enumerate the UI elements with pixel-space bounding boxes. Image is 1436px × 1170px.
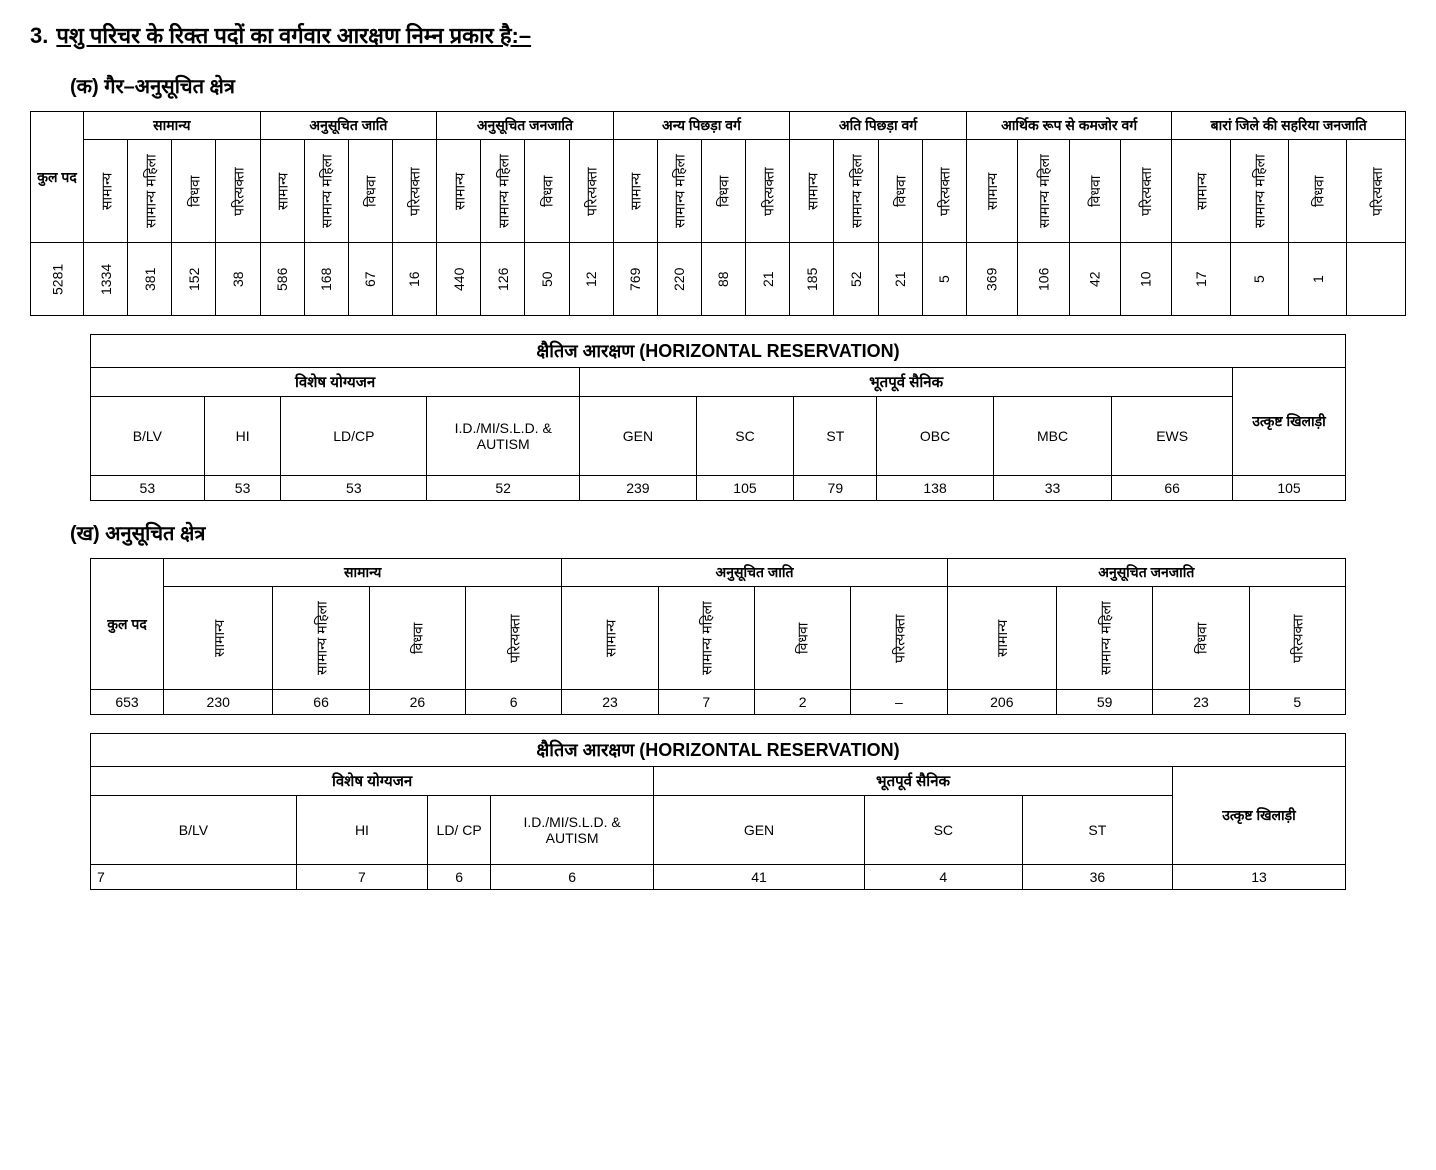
col-hi: HI — [204, 397, 281, 476]
table-horizontal-a: क्षैतिज आरक्षण (HORIZONTAL RESERVATION) … — [90, 334, 1346, 501]
horiz-pwd: विशेष योग्यजन — [91, 767, 654, 796]
cat-general: सामान्य — [84, 112, 261, 140]
col-sc: SC — [864, 796, 1022, 865]
horiz-exserv: भूतपूर्व सैनिक — [580, 368, 1233, 397]
horiz-pwd: विशेष योग्यजन — [91, 368, 580, 397]
table-row: 653 230 66 26 6 23 7 2 – 206 59 23 5 — [91, 690, 1346, 715]
col-autism: I.D./MI/S.L.D. & AUTISM — [427, 397, 580, 476]
col-gen: GEN — [654, 796, 865, 865]
col-ldcp: LD/ CP — [428, 796, 491, 865]
horiz-sports: उत्कृष्ट खिलाड़ी — [1173, 767, 1346, 865]
col-hi: HI — [296, 796, 427, 865]
table-row: 5281 1334 381 152 38 586 168 67 16 440 1… — [31, 243, 1406, 316]
horiz-sports: उत्कृष्ट खिलाड़ी — [1233, 368, 1346, 476]
horiz-title: क्षैतिज आरक्षण (HORIZONTAL RESERVATION) — [91, 335, 1346, 368]
col-total: कुल पद — [31, 112, 84, 243]
heading-number: 3. — [30, 23, 48, 49]
col-mbc: MBC — [993, 397, 1112, 476]
horiz-exserv: भूतपूर्व सैनिक — [654, 767, 1173, 796]
sub-widow: विधवा — [172, 140, 216, 243]
sub-divorcee: परित्यक्ता — [216, 140, 260, 243]
main-heading: 3. पशु परिचर के रिक्त पदों का वर्गवार आर… — [30, 20, 1406, 62]
col-sc: SC — [696, 397, 794, 476]
col-gen: GEN — [580, 397, 696, 476]
horiz-title: क्षैतिज आरक्षण (HORIZONTAL RESERVATION) — [91, 734, 1346, 767]
col-ldcp: LD/CP — [281, 397, 427, 476]
table-row: 7 7 6 6 41 4 36 13 — [91, 865, 1346, 890]
table-category-b: कुल पद सामान्य अनुसूचित जाति अनुसूचित जन… — [90, 558, 1346, 715]
col-obc: OBC — [877, 397, 993, 476]
cat-st: अनुसूचित जनजाति — [437, 112, 614, 140]
cat-ews: आर्थिक रूप से कमजोर वर्ग — [966, 112, 1172, 140]
sub-general: सामान्य — [84, 140, 128, 243]
col-total: कुल पद — [91, 559, 164, 690]
cat-obc: अन्य पिछड़ा वर्ग — [613, 112, 790, 140]
table-horizontal-b: क्षैतिज आरक्षण (HORIZONTAL RESERVATION) … — [90, 733, 1346, 890]
cell-total: 5281 — [31, 243, 84, 316]
cat-sahariya: बारां जिले की सहरिया जनजाति — [1172, 112, 1406, 140]
col-autism: I.D./MI/S.L.D. & AUTISM — [491, 796, 654, 865]
heading-text: पशु परिचर के रिक्त पदों का वर्गवार आरक्ष… — [56, 20, 531, 50]
cat-general: सामान्य — [164, 559, 562, 587]
cat-mbc: अति पिछड़ा वर्ग — [790, 112, 967, 140]
table-row: 53 53 53 52 239 105 79 138 33 66 105 — [91, 476, 1346, 501]
section-b-label: (ख) अनुसूचित क्षेत्र — [70, 519, 1406, 546]
col-blv: B/LV — [91, 397, 205, 476]
sub-female: सामान्य महिला — [128, 140, 172, 243]
section-a-label: (क) गैर–अनुसूचित क्षेत्र — [70, 72, 1406, 99]
col-st: ST — [1022, 796, 1172, 865]
cat-sc: अनुसूचित जाति — [562, 559, 947, 587]
table-category-a: कुल पद सामान्य अनुसूचित जाति अनुसूचित जन… — [30, 111, 1406, 316]
cat-st: अनुसूचित जनजाति — [947, 559, 1345, 587]
col-st: ST — [794, 397, 877, 476]
cell-total: 653 — [91, 690, 164, 715]
col-ews: EWS — [1112, 397, 1233, 476]
cat-sc: अनुसूचित जाति — [260, 112, 437, 140]
col-blv: B/LV — [91, 796, 297, 865]
